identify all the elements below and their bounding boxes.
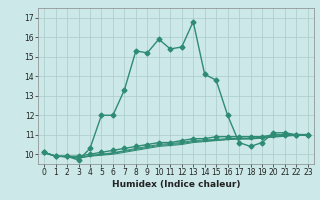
X-axis label: Humidex (Indice chaleur): Humidex (Indice chaleur) [112, 180, 240, 189]
